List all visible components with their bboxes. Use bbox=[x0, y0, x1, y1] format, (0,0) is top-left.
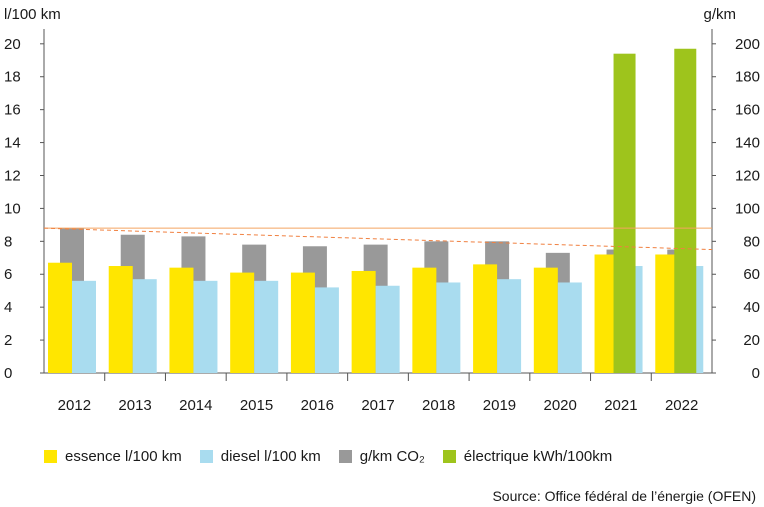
bar-electric-2021 bbox=[613, 53, 636, 373]
x-tick-label-2021: 2021 bbox=[604, 397, 637, 414]
bar-essence-2013 bbox=[108, 266, 133, 373]
legend-swatch-diesel bbox=[199, 450, 213, 463]
legend-item-co2: g/km CO₂ bbox=[338, 448, 425, 465]
left-tick-label: 16 bbox=[4, 102, 21, 119]
bar-diesel-2016 bbox=[314, 287, 339, 373]
legend: essence l/100 km diesel l/100 km g/km CO… bbox=[44, 448, 630, 465]
left-tick-label: 0 bbox=[4, 365, 12, 382]
bar-essence-2012 bbox=[48, 262, 72, 373]
bar-essence-2014 bbox=[169, 267, 194, 373]
legend-label-electric: électrique kWh/100km bbox=[463, 448, 613, 465]
x-tick-label-2022: 2022 bbox=[665, 397, 698, 414]
legend-swatch-co2 bbox=[338, 450, 352, 463]
right-tick-label: 200 bbox=[735, 36, 760, 53]
bar-essence-2015 bbox=[230, 272, 255, 373]
x-tick-label-2015: 2015 bbox=[240, 397, 273, 414]
right-tick-label: 80 bbox=[743, 233, 760, 250]
legend-item-essence: essence l/100 km bbox=[44, 448, 182, 465]
x-tick-label-2012: 2012 bbox=[58, 397, 91, 414]
bar-essence-2018 bbox=[412, 267, 437, 373]
left-tick-label: 2 bbox=[4, 332, 12, 349]
x-tick-label-2013: 2013 bbox=[118, 397, 151, 414]
bar-essence-2020 bbox=[533, 267, 558, 373]
bar-electric-2022 bbox=[674, 48, 697, 374]
right-tick-label: 120 bbox=[735, 167, 760, 184]
x-tick-label-2020: 2020 bbox=[543, 397, 576, 414]
legend-swatch-essence bbox=[44, 450, 57, 463]
x-tick-label-2018: 2018 bbox=[422, 397, 455, 414]
right-tick-label: 100 bbox=[735, 200, 760, 217]
bar-diesel-2014 bbox=[193, 280, 218, 373]
x-tick-label-2014: 2014 bbox=[179, 397, 212, 414]
left-tick-label: 6 bbox=[4, 266, 12, 283]
legend-item-diesel: diesel l/100 km bbox=[199, 448, 321, 465]
right-tick-label: 40 bbox=[743, 299, 760, 316]
bar-diesel-2017 bbox=[375, 285, 400, 373]
x-tick-label-2019: 2019 bbox=[483, 397, 516, 414]
right-axis-unit: g/km bbox=[703, 6, 736, 23]
x-tick-label-2017: 2017 bbox=[361, 397, 394, 414]
legend-item-electric: électrique kWh/100km bbox=[442, 448, 613, 465]
right-tick-label: 60 bbox=[743, 266, 760, 283]
right-tick-label: 20 bbox=[743, 332, 760, 349]
legend-swatch-electric bbox=[442, 450, 456, 463]
bar-diesel-2020 bbox=[557, 282, 582, 373]
left-tick-label: 8 bbox=[4, 233, 12, 250]
source-note: Source: Office fédéral de l’énergie (OFE… bbox=[492, 488, 756, 504]
left-tick-label: 18 bbox=[4, 69, 21, 86]
right-tick-label: 140 bbox=[735, 135, 760, 152]
left-tick-label: 12 bbox=[4, 167, 21, 184]
left-tick-label: 10 bbox=[4, 200, 21, 217]
bar-diesel-2019 bbox=[497, 279, 522, 373]
right-tick-label: 0 bbox=[752, 365, 760, 382]
bar-diesel-2012 bbox=[72, 280, 96, 373]
left-tick-label: 14 bbox=[4, 135, 21, 152]
bar-diesel-2018 bbox=[436, 282, 461, 373]
left-axis-unit: l/100 km bbox=[4, 6, 61, 23]
bar-diesel-2015 bbox=[254, 280, 279, 373]
bar-essence-2016 bbox=[290, 272, 315, 373]
right-tick-label: 160 bbox=[735, 102, 760, 119]
legend-label-co2: g/km CO₂ bbox=[359, 448, 425, 465]
bar-diesel-2013 bbox=[132, 279, 157, 373]
bar-essence-2017 bbox=[351, 270, 376, 373]
reference-line-trend bbox=[43, 227, 713, 251]
x-tick-label-2016: 2016 bbox=[301, 397, 334, 414]
legend-label-essence: essence l/100 km bbox=[65, 448, 182, 465]
left-tick-label: 20 bbox=[4, 36, 21, 53]
legend-label-diesel: diesel l/100 km bbox=[220, 448, 321, 465]
right-tick-label: 180 bbox=[735, 69, 760, 86]
bar-essence-2019 bbox=[473, 264, 498, 373]
left-tick-label: 4 bbox=[4, 299, 12, 316]
